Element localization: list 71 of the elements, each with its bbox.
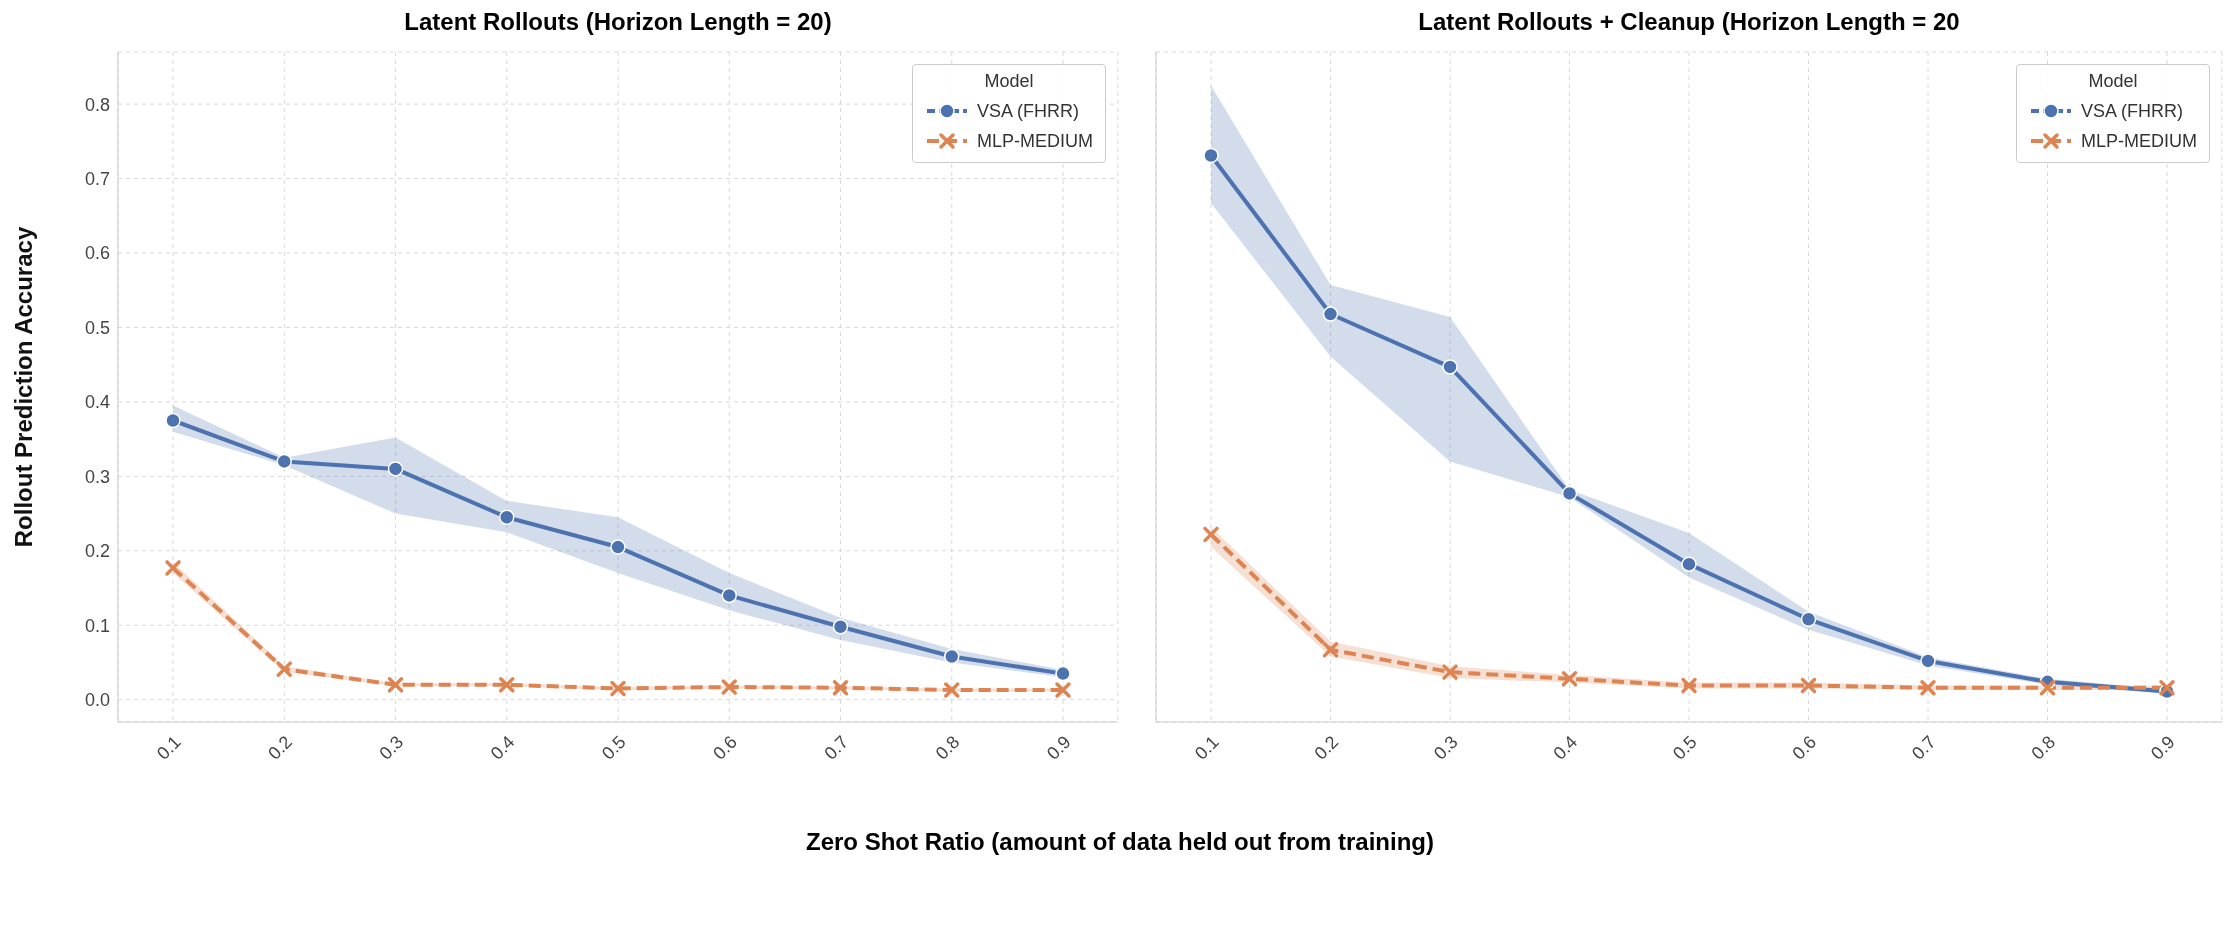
y-tick-label: 0.8 [84, 94, 110, 115]
x-tick-label: 0.2 [264, 731, 296, 764]
point [1442, 664, 1458, 680]
point [1055, 665, 1071, 682]
point [1442, 359, 1458, 375]
chart-title: Latent Rollouts (Horizon Length = 20) [403, 8, 833, 37]
point [499, 509, 515, 526]
point [276, 661, 292, 677]
point [1920, 680, 1936, 696]
x-tick-label: 0.3 [1429, 731, 1462, 764]
point [1681, 677, 1697, 694]
point [165, 560, 181, 576]
x-axis-title: Zero Shot Ratio (amount of data held out from training) [805, 828, 1435, 856]
legend-title: Model [983, 71, 1035, 92]
x-tick-label: 0.7 [820, 731, 853, 764]
point [610, 680, 626, 697]
point [832, 680, 849, 696]
legend-label: VSA (FHRR) [977, 100, 1080, 122]
point [387, 677, 404, 693]
point [1920, 653, 1936, 669]
point [1203, 526, 1219, 543]
point [1561, 671, 1578, 687]
y-tick-label: 0.6 [84, 243, 110, 264]
legend-label: MLP-MEDIUM [2081, 130, 2197, 152]
x-tick-label: 0.9 [1042, 731, 1075, 764]
x-tick-label: 0.4 [1549, 731, 1582, 764]
point [276, 453, 292, 470]
point [944, 648, 960, 665]
point [832, 618, 849, 635]
y-tick-label: 0.5 [84, 317, 110, 338]
x-tick-label: 0.3 [375, 731, 408, 764]
point [1681, 556, 1697, 572]
x-tick-label: 0.5 [597, 731, 630, 764]
point [387, 461, 404, 477]
point [1800, 611, 1817, 628]
x-tick-label: 0.4 [486, 731, 519, 764]
y-tick-label: 0.1 [84, 615, 110, 636]
x-tick-label: 0.6 [1788, 731, 1821, 764]
point [721, 679, 737, 695]
y-tick-label: 0.3 [84, 466, 110, 487]
point [2159, 680, 2175, 696]
point [165, 412, 181, 429]
point [1203, 147, 1219, 164]
y-tick-label: 0.4 [84, 392, 110, 413]
point [1322, 642, 1339, 658]
point [1561, 485, 1578, 502]
x-tick-label: 0.7 [1907, 731, 1940, 764]
x-tick-label: 0.8 [931, 731, 964, 764]
legend-label: MLP-MEDIUM [977, 130, 1093, 152]
legend-title: Model [2087, 71, 2139, 92]
point [499, 677, 515, 693]
x-tick-label: 0.2 [1310, 731, 1343, 764]
point [2039, 680, 2056, 696]
point [1800, 677, 1817, 694]
point [1055, 682, 1071, 698]
x-tick-label: 0.1 [1190, 731, 1223, 764]
x-tick-label: 0.6 [709, 731, 741, 764]
y-tick-label: 0.7 [84, 168, 110, 189]
x-tick-label: 0.5 [1668, 731, 1701, 764]
point [610, 539, 626, 555]
x-tick-label: 0.1 [152, 731, 185, 764]
y-tick-label: 0.0 [84, 690, 110, 711]
point [721, 587, 737, 604]
point [1322, 306, 1339, 322]
y-tick-label: 0.2 [84, 541, 110, 562]
chart-title: Latent Rollouts + Cleanup (Horizon Length = 20 [1417, 8, 1961, 37]
x-tick-label: 0.9 [2146, 731, 2179, 764]
legend-label: VSA (FHRR) [2081, 100, 2184, 122]
point [944, 682, 960, 698]
x-tick-label: 0.8 [2027, 731, 2060, 764]
y-axis-title: Rollout Prediction Accuracy [9, 226, 37, 548]
